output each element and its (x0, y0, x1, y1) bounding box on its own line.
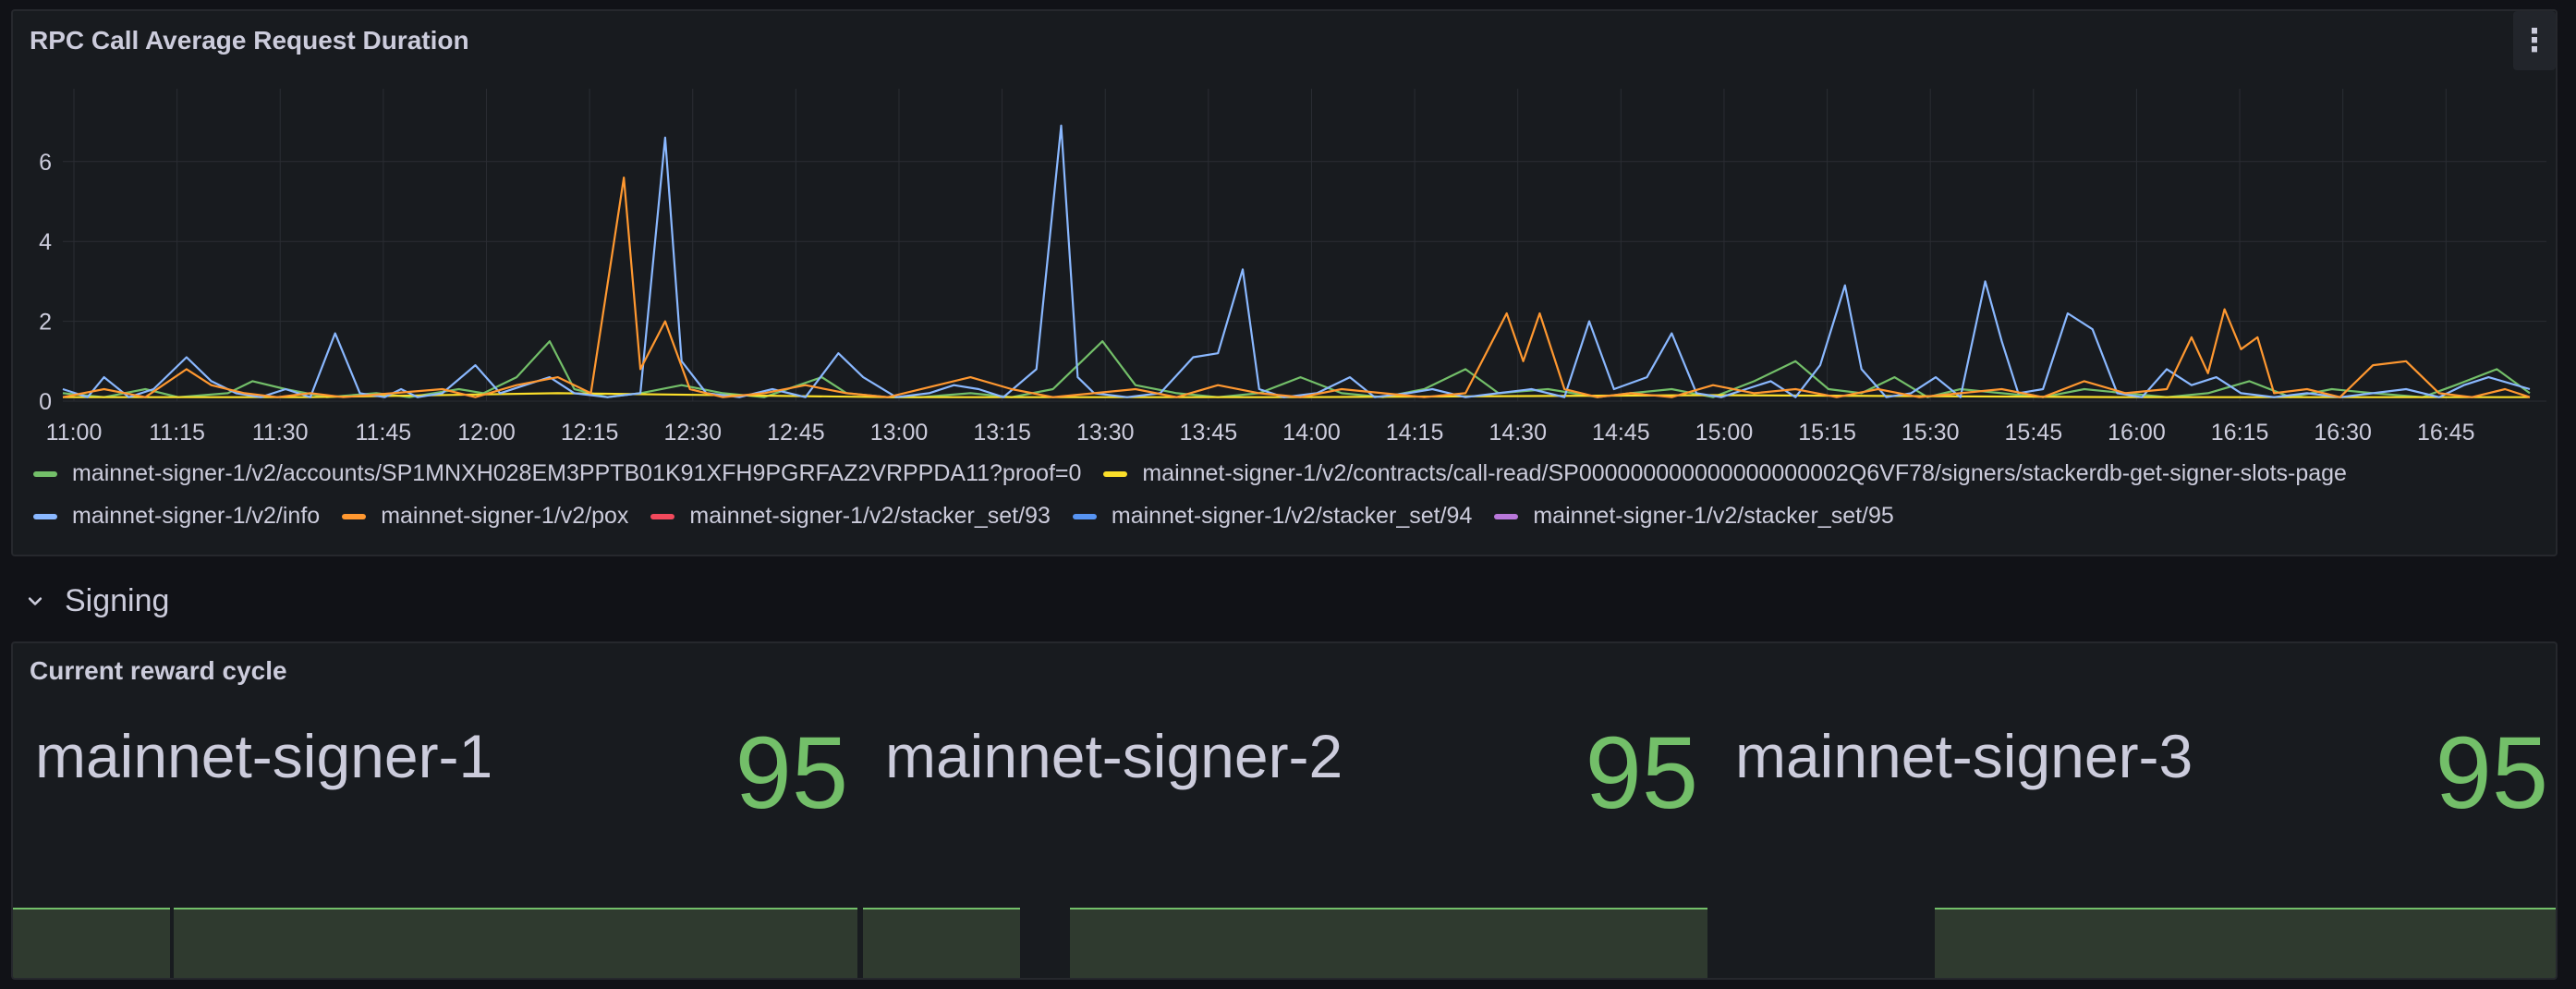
x-tick-label: 12:00 (457, 420, 516, 446)
legend-item[interactable]: mainnet-signer-1/v2/info (33, 503, 320, 530)
y-tick-label: 2 (39, 310, 52, 336)
legend-item[interactable]: mainnet-signer-1/v2/stacker_set/95 (1494, 503, 1894, 530)
x-tick-label: 15:15 (1798, 420, 1856, 446)
panel-title: Current reward cycle (30, 656, 287, 685)
series-line-2 (62, 124, 2531, 398)
stat-value: 95 (2435, 716, 2548, 830)
legend-item[interactable]: mainnet-signer-1/v2/pox (342, 503, 628, 530)
x-tick-label: 13:15 (973, 420, 1031, 446)
legend-swatch (33, 470, 57, 477)
legend-swatch (33, 513, 57, 519)
stat-value: 95 (1585, 716, 1698, 830)
legend-item[interactable]: mainnet-signer-1/v2/stacker_set/93 (650, 503, 1051, 530)
legend-label: mainnet-signer-1/v2/accounts/SP1MNXH028E… (72, 460, 1082, 486)
legend-swatch (650, 513, 675, 519)
legend-label: mainnet-signer-1/v2/stacker_set/95 (1533, 503, 1894, 529)
reward-cycle-panel: Current reward cycle mainnet-signer-1 95… (11, 641, 2558, 980)
legend-label: mainnet-signer-1/v2/stacker_set/94 (1111, 503, 1473, 529)
x-tick-label: 12:30 (663, 420, 722, 446)
sparkline-area (863, 908, 1020, 978)
chevron-down-icon (28, 597, 43, 605)
legend-label: mainnet-signer-1/v2/contracts/call-read/… (1142, 460, 2347, 486)
sparkline-area (1935, 908, 2556, 978)
legend-label: mainnet-signer-1/v2/stacker_set/93 (689, 503, 1051, 529)
legend-item[interactable]: mainnet-signer-1/v2/accounts/SP1MNXH028E… (33, 460, 1081, 487)
sparkline-area (13, 908, 170, 978)
panel-title: RPC Call Average Request Duration (30, 26, 469, 55)
x-tick-label: 13:45 (1180, 420, 1238, 446)
legend-item[interactable]: mainnet-signer-1/v2/stacker_set/94 (1072, 503, 1473, 530)
y-tick-label: 4 (39, 229, 52, 255)
signing-row-toggle[interactable]: Signing (22, 573, 169, 629)
sparkline-area (1070, 908, 1707, 978)
x-tick-label: 15:45 (2005, 420, 2063, 446)
legend-item[interactable]: mainnet-signer-1/v2/contracts/call-read/… (1103, 460, 2347, 487)
legend-swatch (1103, 470, 1128, 477)
x-tick-label: 14:15 (1386, 420, 1444, 446)
legend-swatch (1494, 513, 1519, 519)
x-tick-label: 14:30 (1488, 420, 1547, 446)
series-line-0 (62, 340, 2531, 398)
legend-swatch (1072, 513, 1097, 519)
stat-signer-2: mainnet-signer-2 95 (885, 714, 1698, 834)
x-tick-label: 16:00 (2108, 420, 2166, 446)
stat-value: 95 (735, 716, 848, 830)
stat-signer-1: mainnet-signer-1 95 (35, 714, 848, 834)
legend-label: mainnet-signer-1/v2/info (72, 503, 321, 529)
rpc-line-chart[interactable]: 0 2 4 6 11:00 11:15 11:30 11:45 12:00 12:15 12:30 1… (13, 89, 2556, 458)
y-tick-label: 0 (39, 389, 52, 415)
x-tick-label: 11:30 (252, 420, 309, 446)
x-tick-label: 13:30 (1076, 420, 1135, 446)
x-tick-label: 12:15 (561, 420, 619, 446)
y-tick-label: 6 (39, 150, 52, 176)
signing-row-title: Signing (65, 582, 170, 618)
legend-label: mainnet-signer-1/v2/pox (381, 503, 629, 529)
stat-name: mainnet-signer-2 (885, 722, 1343, 790)
x-tick-label: 15:00 (1695, 420, 1754, 446)
x-tick-label: 16:30 (2314, 420, 2372, 446)
x-tick-label: 14:00 (1282, 420, 1341, 446)
x-tick-label: 11:45 (356, 420, 412, 446)
x-tick-label: 15:30 (1902, 420, 1960, 446)
x-tick-label: 14:45 (1592, 420, 1650, 446)
x-tick-label: 16:45 (2417, 420, 2475, 446)
x-tick-label: 12:45 (767, 420, 825, 446)
sparkline-area (174, 908, 857, 978)
x-tick-label: 11:00 (46, 420, 103, 446)
stat-name: mainnet-signer-3 (1735, 722, 2193, 790)
series-line-3 (62, 176, 2531, 398)
kebab-menu-icon: ⋮ (2519, 23, 2550, 58)
panel-menu-button[interactable]: ⋮ (2513, 11, 2556, 70)
x-tick-label: 11:15 (149, 420, 205, 446)
x-tick-label: 16:15 (2211, 420, 2269, 446)
x-tick-label: 13:00 (870, 420, 929, 446)
legend-swatch (342, 513, 367, 519)
stat-signer-3: mainnet-signer-3 95 (1735, 714, 2548, 834)
stat-name: mainnet-signer-1 (35, 722, 493, 790)
rpc-duration-panel: RPC Call Average Request Duration ⋮ 0 2 4 6… (11, 9, 2558, 556)
